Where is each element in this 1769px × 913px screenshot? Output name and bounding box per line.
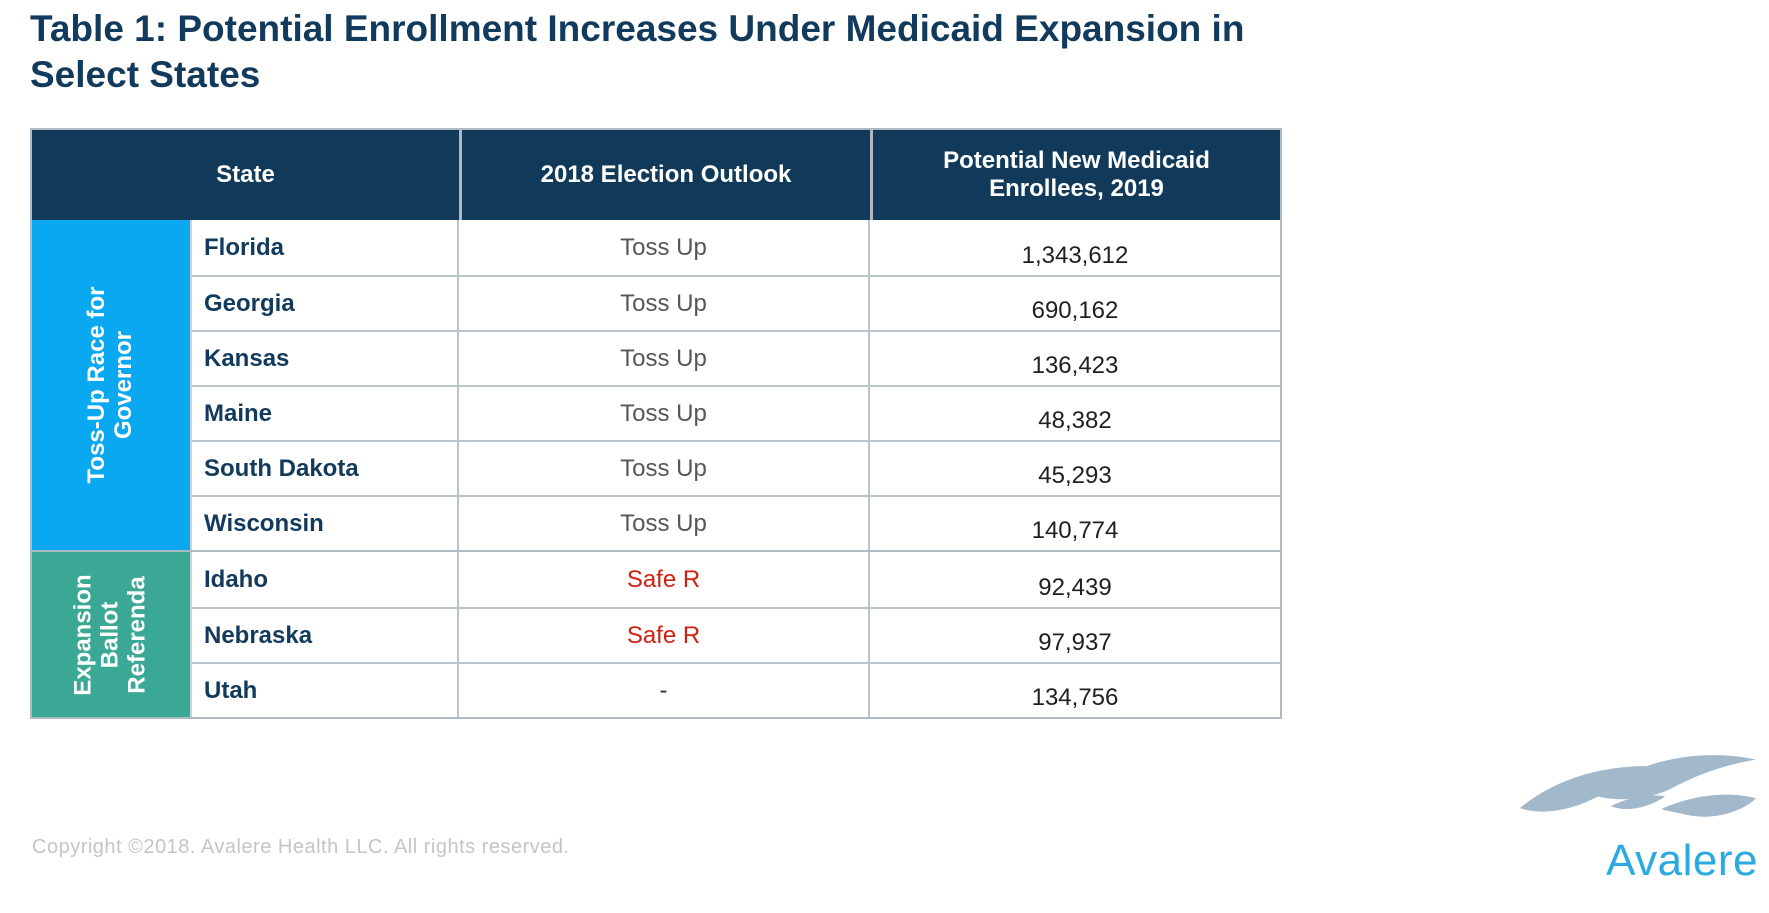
col-header-enrollees: Potential New Medicaid Enrollees, 2019	[870, 130, 1280, 220]
state-cell: Georgia	[204, 289, 295, 317]
outlook-cell: Safe R	[457, 609, 868, 662]
avalere-logo: Avalere	[1518, 748, 1760, 886]
outlook-cell: Toss Up	[457, 497, 868, 550]
outlook-cell: -	[457, 664, 868, 717]
copyright-text: Copyright ©2018. Avalere Health LLC. All…	[32, 836, 570, 858]
avalere-logo-wordmark: Avalere	[1606, 836, 1758, 885]
table-row: Florida Toss Up 1,343,612	[192, 220, 1280, 275]
col-header-outlook: 2018 Election Outlook	[459, 130, 870, 220]
table-group: Toss-Up Race for Governor Florida Toss Up 1…	[32, 220, 1280, 550]
enrollees-cell: 97,937	[868, 609, 1280, 662]
enrollees-cell: 45,293	[868, 442, 1280, 495]
outlook-cell: Toss Up	[457, 332, 868, 385]
avalere-logo-swoosh-icon	[1519, 755, 1757, 817]
outlook-cell: Toss Up	[457, 442, 868, 495]
table-row: Maine Toss Up 48,382	[192, 385, 1280, 440]
group-label: Expansion Ballot Referenda	[69, 573, 151, 696]
state-cell: Maine	[204, 399, 273, 427]
enrollees-cell: 690,162	[868, 277, 1280, 330]
table-row: Nebraska Safe R 97,937	[192, 607, 1280, 662]
state-cell: Nebraska	[204, 621, 313, 649]
state-cell: South Dakota	[204, 454, 359, 482]
outlook-cell: Toss Up	[457, 220, 868, 275]
outlook-cell: Safe R	[457, 552, 868, 607]
state-cell: Wisconsin	[204, 509, 324, 537]
enrollment-table: State 2018 Election Outlook Potential Ne…	[30, 128, 1282, 719]
table-group: Expansion Ballot Referenda Idaho Safe R 92,…	[32, 550, 1280, 717]
enrollees-cell: 140,774	[868, 497, 1280, 550]
group-rows: Idaho Safe R 92,439 Nebraska Safe R 97,937 Uta…	[192, 552, 1280, 717]
enrollees-cell: 1,343,612	[868, 220, 1280, 275]
table-row: South Dakota Toss Up 45,293	[192, 440, 1280, 495]
table-row: Wisconsin Toss Up 140,774	[192, 495, 1280, 550]
state-cell: Florida	[204, 233, 285, 261]
enrollees-cell: 136,423	[868, 332, 1280, 385]
table-row: Kansas Toss Up 136,423	[192, 330, 1280, 385]
enrollees-cell: 134,756	[868, 664, 1280, 717]
table-row: Georgia Toss Up 690,162	[192, 275, 1280, 330]
group-label-strip: Expansion Ballot Referenda	[32, 552, 192, 717]
enrollees-cell: 92,439	[868, 552, 1280, 607]
col-header-state: State	[216, 160, 275, 188]
table-body: Toss-Up Race for Governor Florida Toss Up 1…	[32, 220, 1280, 717]
group-rows: Florida Toss Up 1,343,612 Georgia Toss Up 690…	[192, 220, 1280, 550]
table-row: Utah -134,756	[192, 662, 1280, 717]
state-cell: Utah	[204, 676, 258, 704]
page-title: Table 1: Potential Enrollment Increases …	[30, 8, 1245, 95]
outlook-cell: Toss Up	[457, 387, 868, 440]
state-cell: Idaho	[204, 565, 268, 593]
state-cell: Kansas	[204, 344, 290, 372]
outlook-cell: Toss Up	[457, 277, 868, 330]
enrollees-cell: 48,382	[868, 387, 1280, 440]
group-label-strip: Toss-Up Race for Governor	[32, 220, 192, 550]
table-header-row: State 2018 Election Outlook Potential Ne…	[32, 130, 1280, 220]
table-row: Idaho Safe R 92,439	[192, 552, 1280, 607]
group-label: Toss-Up Race for Governor	[83, 286, 137, 484]
